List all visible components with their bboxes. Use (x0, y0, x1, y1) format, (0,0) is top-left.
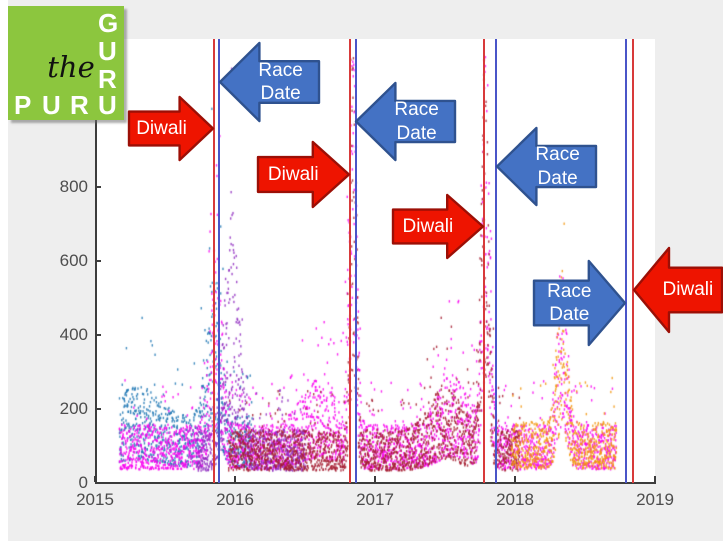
race-date-arrow-2018: Race Date (532, 259, 627, 347)
diwali-arrow-2018: Diwali (632, 246, 723, 334)
x-tick-mark (374, 476, 376, 482)
event-line-diwali (348, 39, 351, 483)
race-date-arrow-label-line2: Date (260, 83, 301, 104)
event-line-diwali (632, 39, 635, 483)
event-line-race (494, 39, 497, 483)
slide-left-margin (0, 0, 8, 541)
logo-word-the: the (47, 50, 95, 84)
diwali-arrow-label: Diwali (402, 215, 454, 237)
logo-right-letter: U (98, 36, 117, 66)
diwali-arrow-shape (632, 246, 723, 334)
y-tick-mark (95, 260, 101, 262)
x-tick-mark (514, 476, 516, 482)
diwali-arrow-label: Diwali (662, 279, 714, 301)
diwali-arrow-shape (256, 140, 351, 209)
x-tick-label: 2019 (636, 490, 674, 509)
diwali-arrow-2016: Diwali (256, 140, 351, 209)
logo-bottom-letter: U (42, 90, 61, 120)
race-date-arrow-label-line1: Race (547, 280, 592, 302)
race-date-arrow-label-line2: Date (549, 304, 590, 325)
event-line-race (354, 39, 357, 483)
race-date-arrow-label-line1: Race (394, 99, 439, 121)
x-tick-label: 2018 (496, 490, 534, 509)
diwali-arrow-2015: Diwali (127, 95, 215, 162)
race-date-arrow-shape (532, 259, 627, 347)
y-tick-label: 200 (59, 399, 88, 418)
logo-bottom-letter: P (14, 90, 32, 120)
event-line-race (218, 39, 221, 483)
race-date-arrow-shape (354, 81, 457, 162)
race-date-arrow-shape (218, 41, 321, 123)
logo-bottom-letter: R (70, 90, 89, 120)
race-date-arrow-shape (495, 126, 598, 207)
diwali-arrow-shape (391, 193, 485, 260)
logo-right-letter: G (98, 8, 119, 38)
x-tick-mark (654, 476, 656, 482)
x-tick-label: 2016 (216, 490, 254, 509)
x-axis-line (95, 482, 656, 484)
race-date-arrow-label-line1: Race (258, 59, 303, 81)
race-date-arrow-label-line2: Date (537, 167, 578, 189)
logo-right-letter: R (98, 64, 117, 94)
y-tick-label: 400 (59, 325, 88, 344)
race-date-arrow-2017: Race Date (495, 126, 598, 207)
race-date-arrow-label-line2: Date (396, 122, 437, 144)
race-date-arrow-2016: Race Date (354, 81, 457, 162)
y-tick-mark (95, 334, 101, 336)
race-date-arrow-label-line1: Race (535, 144, 580, 166)
y-tick-mark (95, 186, 101, 188)
x-tick-label: 2017 (356, 490, 394, 509)
event-line-diwali (483, 39, 486, 483)
diwali-arrow-shape (127, 95, 215, 162)
y-tick-label: 800 (59, 177, 88, 196)
x-tick-label: 2015 (76, 490, 114, 509)
y-tick-mark (95, 482, 101, 484)
event-line-diwali (213, 39, 215, 483)
diwali-arrow-2017: Diwali (391, 193, 485, 260)
x-tick-mark (94, 476, 96, 482)
y-tick-label: 0 (78, 473, 88, 492)
diwali-arrow-label: Diwali (136, 117, 187, 139)
x-tick-mark (234, 476, 236, 482)
y-tick-label: 600 (59, 251, 88, 270)
y-tick-mark (95, 408, 101, 410)
logo-bottom-letter: U (98, 90, 117, 120)
race-date-arrow-2015: Race Date (218, 41, 321, 123)
diwali-arrow-label: Diwali (267, 163, 319, 185)
event-line-race (625, 39, 628, 483)
